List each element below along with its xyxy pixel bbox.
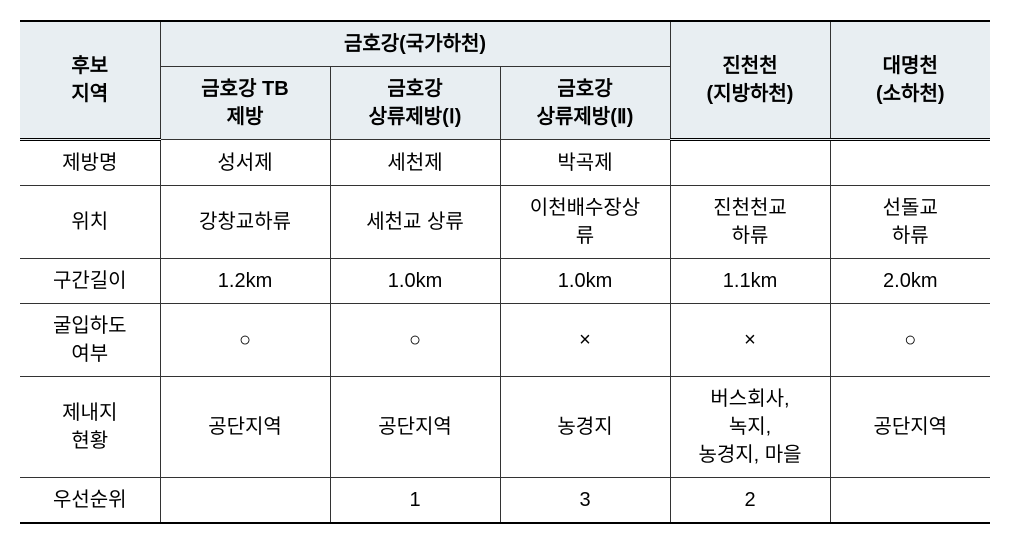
cell: 세천제 (330, 140, 500, 186)
cell: 3 (500, 478, 670, 524)
table-row: 우선순위 1 3 2 (20, 478, 990, 524)
cell: 진천천교하류 (670, 186, 830, 259)
row-label-priority: 우선순위 (20, 478, 160, 524)
header-geumho-national: 금호강(국가하천) (160, 21, 670, 67)
table-header: 후보지역 금호강(국가하천) 진천천(지방하천) 대명천(소하천) 금호강 TB… (20, 21, 990, 140)
cell: ○ (330, 304, 500, 377)
cell (830, 478, 990, 524)
cell: 농경지 (500, 377, 670, 478)
table-row: 구간길이 1.2km 1.0km 1.0km 1.1km 2.0km (20, 259, 990, 304)
table-body: 제방명 성서제 세천제 박곡제 위치 강창교하류 세천교 상류 이천배수장상류 … (20, 140, 990, 524)
cell: 2.0km (830, 259, 990, 304)
cell: 성서제 (160, 140, 330, 186)
table-row: 제내지현황 공단지역 공단지역 농경지 버스회사,녹지,농경지, 마을 공단지역 (20, 377, 990, 478)
cell (670, 140, 830, 186)
header-daemyeong: 대명천(소하천) (830, 21, 990, 140)
cell: 공단지역 (160, 377, 330, 478)
table-row: 굴입하도여부 ○ ○ × × ○ (20, 304, 990, 377)
cell: 박곡제 (500, 140, 670, 186)
cell: 1.2km (160, 259, 330, 304)
table-row: 제방명 성서제 세천제 박곡제 (20, 140, 990, 186)
cell: 1.1km (670, 259, 830, 304)
cell: 공단지역 (330, 377, 500, 478)
header-geumho-upstream2: 금호강상류제방(Ⅱ) (500, 67, 670, 140)
cell: × (500, 304, 670, 377)
cell: 버스회사,녹지,농경지, 마을 (670, 377, 830, 478)
cell: 이천배수장상류 (500, 186, 670, 259)
cell (160, 478, 330, 524)
cell: × (670, 304, 830, 377)
header-jincheon: 진천천(지방하천) (670, 21, 830, 140)
row-label-levee-name: 제방명 (20, 140, 160, 186)
cell: 선돌교하류 (830, 186, 990, 259)
cell (830, 140, 990, 186)
row-label-inland-status: 제내지현황 (20, 377, 160, 478)
cell: 1.0km (330, 259, 500, 304)
row-label-location: 위치 (20, 186, 160, 259)
cell: ○ (160, 304, 330, 377)
cell: 세천교 상류 (330, 186, 500, 259)
header-geumho-upstream1: 금호강상류제방(Ⅰ) (330, 67, 500, 140)
row-label-confluence: 굴입하도여부 (20, 304, 160, 377)
table-row: 위치 강창교하류 세천교 상류 이천배수장상류 진천천교하류 선돌교하류 (20, 186, 990, 259)
cell: 강창교하류 (160, 186, 330, 259)
cell: 2 (670, 478, 830, 524)
river-levee-table: 후보지역 금호강(국가하천) 진천천(지방하천) 대명천(소하천) 금호강 TB… (20, 20, 990, 524)
header-geumho-tb: 금호강 TB제방 (160, 67, 330, 140)
cell: ○ (830, 304, 990, 377)
cell: 공단지역 (830, 377, 990, 478)
header-candidate-region: 후보지역 (20, 21, 160, 140)
cell: 1 (330, 478, 500, 524)
cell: 1.0km (500, 259, 670, 304)
row-label-section-length: 구간길이 (20, 259, 160, 304)
